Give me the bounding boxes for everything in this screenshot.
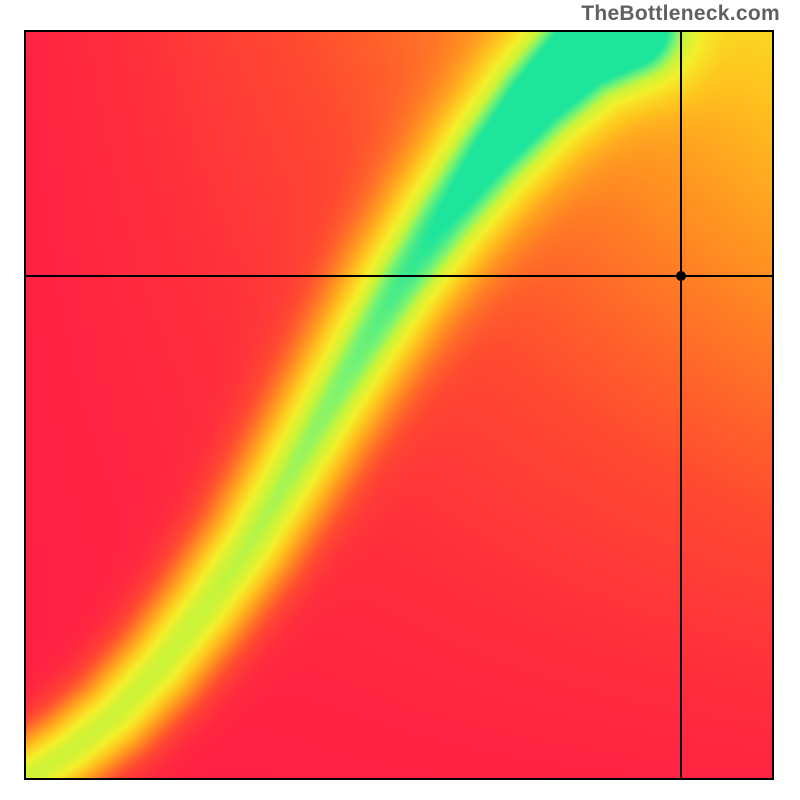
figure-container: TheBottleneck.com: [0, 0, 800, 800]
crosshair-horizontal: [24, 275, 774, 277]
watermark-text: TheBottleneck.com: [581, 2, 780, 26]
crosshair-vertical: [680, 30, 682, 780]
heatmap-canvas: [24, 30, 774, 780]
crosshair-marker: [676, 271, 686, 281]
plot-area: [24, 30, 774, 780]
